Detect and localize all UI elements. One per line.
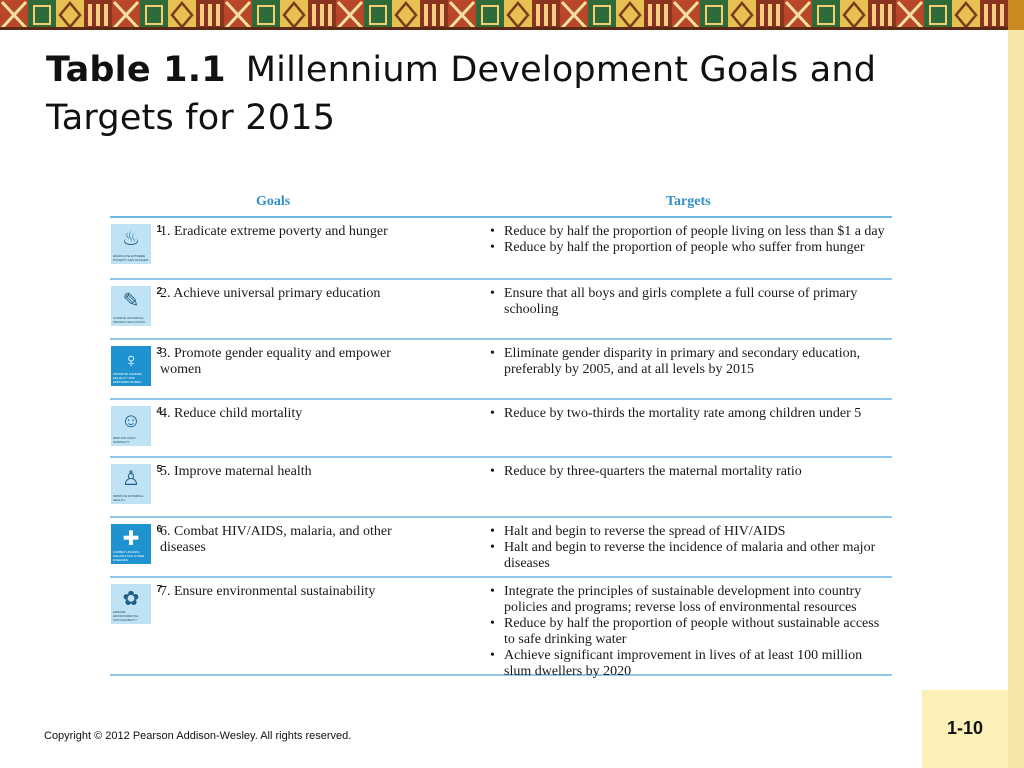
right-side-strip-top <box>1008 0 1024 30</box>
goal-text: 6. Combat HIV/AIDS, malaria, and other d… <box>160 524 392 555</box>
target-item: Eliminate gender disparity in primary an… <box>490 346 890 378</box>
goal-icon-glyph: ♙ <box>122 468 140 490</box>
goal-number: 1 <box>156 224 162 235</box>
decorative-top-border <box>0 0 1008 30</box>
title-table-number: Table 1.1 <box>46 50 226 90</box>
table-body: ♨ 1 ERADICATE EXTREME POVERTY AND HUNGER 1.… <box>110 218 892 679</box>
female-symbol-icon: ♀ 3 PROMOTE GENDER EQUALITY AND EMPOWER WO… <box>111 346 162 386</box>
flower-icon: ✿ 7 ENSURE ENVIRONMENTAL SUSTAINABILITY <box>111 584 162 624</box>
copyright-notice: Copyright © 2012 Pearson Addison-Wesley.… <box>44 730 352 742</box>
goal-number: 3 <box>156 346 162 357</box>
goal-text: 7. Ensure environmental sustainability <box>160 584 376 599</box>
goal-icon-glyph: ♨ <box>122 228 140 250</box>
goal-icon-caption: REDUCE CHILD MORTALITY <box>113 436 136 444</box>
goal-text: 1. Eradicate extreme poverty and hunger <box>160 224 388 239</box>
goal-text: 2. Achieve universal primary education <box>160 286 381 301</box>
target-item: Integrate the principles of sustainable … <box>490 584 890 616</box>
goal-icon-caption: ENSURE ENVIRONMENTAL SUSTAINABILITY <box>113 610 139 622</box>
target-item: Achieve significant improvement in lives… <box>490 648 890 680</box>
pencil-icon: ✎ 2 ACHIEVE UNIVERSAL PRIMARY EDUCATION <box>111 286 162 326</box>
targets-list: Eliminate gender disparity in primary an… <box>490 346 890 378</box>
table-header-row: Goals Targets <box>110 190 892 218</box>
targets-list: Integrate the principles of sustainable … <box>490 584 890 680</box>
target-item: Halt and begin to reverse the incidence … <box>490 540 890 572</box>
goal-icon-glyph: ✿ <box>122 588 140 610</box>
mdg-table: Goals Targets ♨ 1 ERADICATE EXTREME POVERT… <box>110 190 892 679</box>
goal-icon-caption: ACHIEVE UNIVERSAL PRIMARY EDUCATION <box>113 316 145 324</box>
target-item: Ensure that all boys and girls complete … <box>490 286 890 318</box>
targets-list: Ensure that all boys and girls complete … <box>490 286 890 318</box>
goal-icon-glyph: ✎ <box>122 290 140 312</box>
medicine-jar-icon: ✚ 6 COMBAT HIV/AIDS, MALARIA AND OTHER DIS… <box>111 524 162 564</box>
target-item: Reduce by half the proportion of people … <box>490 240 890 256</box>
goal-icon-caption: ERADICATE EXTREME POVERTY AND HUNGER <box>113 254 149 262</box>
goal-icon-caption: COMBAT HIV/AIDS, MALARIA AND OTHER DISEA… <box>113 550 145 562</box>
table-row: ✎ 2 ACHIEVE UNIVERSAL PRIMARY EDUCATION 2. … <box>110 280 892 340</box>
title-text: Millennium Development Goals and Targets… <box>46 50 877 138</box>
bowl-icon: ♨ 1 ERADICATE EXTREME POVERTY AND HUNGER <box>111 224 162 264</box>
goal-text: 5. Improve maternal health <box>160 464 312 479</box>
target-item: Halt and begin to reverse the spread of … <box>490 524 890 540</box>
goal-number: 4 <box>156 406 162 417</box>
child-icon: ☺ 4 REDUCE CHILD MORTALITY <box>111 406 162 446</box>
table-row: ♙ 5 IMPROVE MATERNAL HEALTH 5. Improve mate… <box>110 458 892 518</box>
goal-number: 6 <box>156 524 162 535</box>
table-row: ♨ 1 ERADICATE EXTREME POVERTY AND HUNGER 1.… <box>110 218 892 280</box>
target-item: Reduce by half the proportion of people … <box>490 224 890 240</box>
goal-text: 4. Reduce child mortality <box>160 406 303 421</box>
targets-list: Halt and begin to reverse the spread of … <box>490 524 890 572</box>
goal-number: 5 <box>156 464 162 475</box>
targets-list: Reduce by three-quarters the maternal mo… <box>490 464 890 480</box>
target-item: Reduce by two-thirds the mortality rate … <box>490 406 890 422</box>
page-number: 1-10 <box>946 718 984 738</box>
right-side-strip <box>1008 0 1024 768</box>
goal-icon-glyph: ♀ <box>123 350 139 372</box>
goal-icon-caption: PROMOTE GENDER EQUALITY AND EMPOWER WOME… <box>113 372 142 384</box>
table-row: ✿ 7 ENSURE ENVIRONMENTAL SUSTAINABILITY 7. … <box>110 578 892 679</box>
table-row: ☺ 4 REDUCE CHILD MORTALITY 4. Reduce child … <box>110 400 892 458</box>
goal-number: 2 <box>156 286 162 297</box>
mother-icon: ♙ 5 IMPROVE MATERNAL HEALTH <box>111 464 162 504</box>
table-row: ✚ 6 COMBAT HIV/AIDS, MALARIA AND OTHER DIS… <box>110 518 892 578</box>
target-item: Reduce by half the proportion of people … <box>490 616 890 648</box>
goal-icon-caption: IMPROVE MATERNAL HEALTH <box>113 494 144 502</box>
table-row: ♀ 3 PROMOTE GENDER EQUALITY AND EMPOWER WO… <box>110 340 892 400</box>
goal-text: 3. Promote gender equality and empower w… <box>160 346 391 377</box>
goals-column-header: Goals <box>256 194 291 209</box>
goal-icon-glyph: ☺ <box>120 410 142 432</box>
target-item: Reduce by three-quarters the maternal mo… <box>490 464 890 480</box>
goal-number: 7 <box>156 584 162 595</box>
goal-icon-glyph: ✚ <box>122 528 140 550</box>
pattern-icon <box>0 0 1008 30</box>
slide-title: Table 1.1 Millennium Development Goals an… <box>46 46 996 142</box>
targets-list: Reduce by half the proportion of people … <box>490 224 890 256</box>
targets-list: Reduce by two-thirds the mortality rate … <box>490 406 890 422</box>
targets-column-header: Targets <box>666 194 711 209</box>
page-number-box: 1-10 <box>922 690 1008 768</box>
